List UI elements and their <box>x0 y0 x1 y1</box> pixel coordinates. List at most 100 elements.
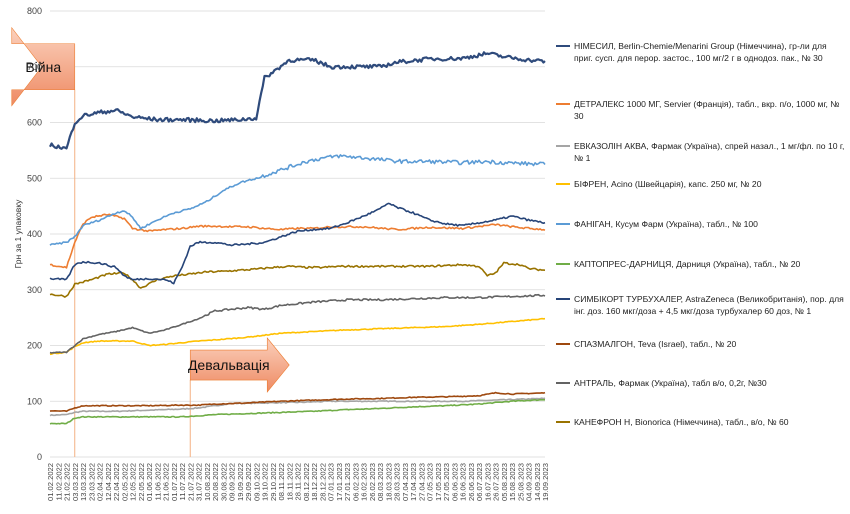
legend-swatch <box>556 145 570 147</box>
x-tick-label: 19.09.2022 <box>236 463 245 501</box>
legend-swatch <box>556 223 570 225</box>
x-tick-label: 08.03.2023 <box>376 463 385 501</box>
legend-item: ЕВКАЗОЛІН АКВА, Фармак (Україна), спрей … <box>556 140 846 164</box>
y-tick-label: 200 <box>27 341 42 351</box>
x-tick-label: 26.07.2023 <box>492 463 501 501</box>
y-tick-label: 800 <box>27 6 42 16</box>
y-tick-label: 100 <box>27 396 42 406</box>
series-lines <box>49 51 546 425</box>
annotation-arrow <box>189 337 290 393</box>
x-tick-label: 28.11.2022 <box>294 463 303 500</box>
x-tick-label: 07.04.2023 <box>401 463 410 501</box>
series-line <box>49 213 546 269</box>
x-tick-label: 08.11.2022 <box>277 463 286 500</box>
legend-item: КАНЕФРОН Н, Bionorica (Німеччина), табл.… <box>556 416 846 428</box>
x-tick-label: 21.02.2022 <box>63 463 72 501</box>
x-tick-label: 21.07.2022 <box>186 463 195 501</box>
series-line <box>49 293 546 354</box>
x-tick-label: 28.12.2022 <box>318 463 327 501</box>
annotation-label: Війна <box>25 59 61 75</box>
y-tick-label: 700 <box>27 62 42 72</box>
legend-item: СПАЗМАЛГОН, Teva (Israel), табл., № 20 <box>556 338 846 350</box>
series-line <box>49 317 546 356</box>
y-tick-label: 600 <box>27 118 42 128</box>
x-tick-label: 16.02.2023 <box>360 463 369 501</box>
legend-item: КАПТОПРЕС-ДАРНИЦЯ, Дарниця (Україна), та… <box>556 258 846 270</box>
x-tick-label: 18.11.2022 <box>285 463 294 500</box>
legend-swatch <box>556 103 570 105</box>
x-tick-label: 22.04.2022 <box>112 463 121 501</box>
x-tick-label: 18.12.2022 <box>310 463 319 501</box>
x-tick-label: 07.01.2023 <box>327 463 336 501</box>
legend-swatch <box>556 421 570 423</box>
y-tick-label: 300 <box>27 285 42 295</box>
legend-swatch <box>556 45 570 47</box>
legend-label: СПАЗМАЛГОН, Teva (Israel), табл., № 20 <box>574 339 737 349</box>
x-tick-label: 27.04.2023 <box>417 463 426 501</box>
legend-label: АНТРАЛЬ, Фармак (Україна), табл в/о, 0,2… <box>574 378 767 388</box>
x-tick-label: 16.06.2023 <box>459 463 468 501</box>
x-tick-label: 17.05.2023 <box>434 463 443 501</box>
legend-item: АНТРАЛЬ, Фармак (Україна), табл в/о, 0,2… <box>556 377 846 389</box>
legend-swatch <box>556 298 570 300</box>
legend-swatch <box>556 263 570 265</box>
annotation-arrows: Війна Девальвація <box>11 26 290 393</box>
x-tick-label: 17.04.2023 <box>409 463 418 501</box>
y-axis-ticks: 0 100 200 300 400 500 600 700 800 <box>27 6 42 462</box>
x-tick-label: 09.10.2022 <box>252 463 261 501</box>
x-tick-label: 25.08.2023 <box>516 463 525 501</box>
x-tick-label: 02.05.2022 <box>120 463 129 501</box>
x-tick-label: 06.06.2023 <box>450 463 459 501</box>
series-line <box>49 261 546 298</box>
series-line <box>49 154 546 246</box>
x-tick-label: 10.08.2022 <box>203 463 212 501</box>
series-line <box>49 391 546 413</box>
x-tick-label: 19.10.2022 <box>261 463 270 501</box>
x-tick-label: 01.02.2022 <box>46 463 55 501</box>
annotation-arrow <box>11 26 76 107</box>
legend-label: СИМБІКОРТ ТУРБУХАЛЕР, AstraZeneca (Велик… <box>574 294 844 316</box>
x-tick-label: 06.07.2023 <box>475 463 484 501</box>
x-tick-label: 28.03.2023 <box>393 463 402 501</box>
legend-label: ЕВКАЗОЛІН АКВА, Фармак (Україна), спрей … <box>574 141 845 163</box>
series-line <box>49 397 546 417</box>
x-tick-label: 02.04.2022 <box>96 463 105 501</box>
legend-label: ДЕТРАЛЕКС 1000 МГ, Servier (Франція), та… <box>574 99 840 121</box>
legend-item: ДЕТРАЛЕКС 1000 МГ, Servier (Франція), та… <box>556 98 846 122</box>
y-tick-label: 0 <box>37 452 42 462</box>
legend-label: НІМЕСИЛ, Berlin-Chemie/Menarini Group (Н… <box>574 41 827 63</box>
x-tick-label: 22.05.2022 <box>137 463 146 501</box>
x-tick-label: 05.08.2023 <box>500 463 509 501</box>
x-axis-ticks: 01.02.2022 11.02.2022 21.02.2022 03.03.2022… <box>46 463 550 501</box>
legend-item: ФАНІГАН, Кусум Фарм (Україна), табл., № … <box>556 218 846 230</box>
x-tick-label: 11.07.2022 <box>178 463 187 500</box>
x-tick-label: 15.08.2023 <box>508 463 517 501</box>
legend-label: БІФРЕН, Acino (Швейцарія), капс. 250 мг,… <box>574 179 762 189</box>
x-tick-label: 14.09.2023 <box>533 463 542 501</box>
x-tick-label: 18.03.2023 <box>384 463 393 501</box>
x-tick-label: 29.09.2022 <box>244 463 253 501</box>
x-tick-label: 21.06.2022 <box>162 463 171 501</box>
x-tick-label: 11.02.2022 <box>54 463 63 500</box>
x-tick-label: 27.05.2023 <box>442 463 451 501</box>
series-line <box>49 202 546 285</box>
x-tick-label: 30.08.2022 <box>219 463 228 501</box>
x-tick-label: 12.05.2022 <box>129 463 138 501</box>
annotation-markers <box>74 89 191 457</box>
legend-item: НІМЕСИЛ, Berlin-Chemie/Menarini Group (Н… <box>556 40 846 64</box>
legend-label: ФАНІГАН, Кусум Фарм (Україна), табл., № … <box>574 219 758 229</box>
y-tick-label: 400 <box>27 229 42 239</box>
x-tick-label: 03.03.2022 <box>71 463 80 501</box>
gridlines <box>50 10 545 458</box>
x-tick-label: 08.12.2022 <box>302 463 311 501</box>
x-tick-label: 01.06.2022 <box>145 463 154 501</box>
x-tick-label: 16.07.2023 <box>483 463 492 501</box>
series-line <box>49 51 546 150</box>
x-tick-label: 20.08.2022 <box>211 463 220 501</box>
x-tick-label: 11.06.2022 <box>153 463 162 500</box>
series-line <box>49 398 545 425</box>
y-axis-label: Грн за 1 упаковку <box>13 199 23 268</box>
legend-label: КАНЕФРОН Н, Bionorica (Німеччина), табл.… <box>574 417 789 427</box>
x-tick-label: 09.09.2022 <box>228 463 237 501</box>
